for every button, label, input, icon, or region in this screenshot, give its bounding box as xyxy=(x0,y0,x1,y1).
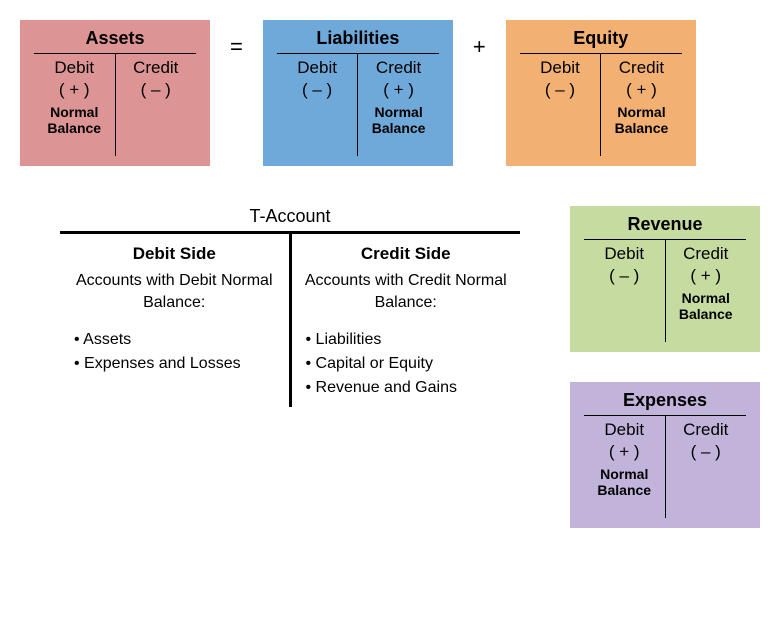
expenses-debit-label: Debit xyxy=(584,420,665,440)
plus-operator: + xyxy=(453,34,506,60)
revenue-credit-label: Credit xyxy=(666,244,747,264)
equals-operator: = xyxy=(210,34,263,60)
equity-debit-sign: ( – ) xyxy=(520,80,601,100)
expenses-debit-col: Debit ( + ) Normal Balance xyxy=(584,416,666,518)
list-item: • Expenses and Losses xyxy=(74,355,279,373)
assets-debit-col: Debit ( + ) Normal Balance xyxy=(34,54,116,156)
liabilities-box: Liabilities Debit ( – ) Credit ( + ) Nor… xyxy=(263,20,453,166)
list-item: • Revenue and Gains xyxy=(306,379,511,397)
expenses-credit-sign: ( – ) xyxy=(666,442,747,462)
expenses-credit-col: Credit ( – ) xyxy=(666,416,747,518)
liabilities-credit-sign: ( + ) xyxy=(358,80,439,100)
liabilities-title: Liabilities xyxy=(277,28,439,53)
assets-debit-sign: ( + ) xyxy=(34,80,115,100)
liabilities-credit-col: Credit ( + ) Normal Balance xyxy=(358,54,439,156)
expenses-normal-balance: Normal Balance xyxy=(584,466,665,498)
list-item: • Liabilities xyxy=(306,331,511,349)
revenue-expenses-stack: Revenue Debit ( – ) Credit ( + ) Normal … xyxy=(570,206,760,528)
revenue-normal-balance: Normal Balance xyxy=(666,290,747,322)
equity-debit-label: Debit xyxy=(520,58,601,78)
equity-title: Equity xyxy=(520,28,682,53)
t-credit-list: • Liabilities • Capital or Equity • Revenu… xyxy=(302,331,511,397)
revenue-credit-sign: ( + ) xyxy=(666,266,747,286)
assets-title: Assets xyxy=(34,28,196,53)
equity-debit-col: Debit ( – ) xyxy=(520,54,602,156)
revenue-title: Revenue xyxy=(584,214,746,239)
list-item: • Assets xyxy=(74,331,279,349)
equity-normal-balance: Normal Balance xyxy=(601,104,682,136)
revenue-credit-col: Credit ( + ) Normal Balance xyxy=(666,240,747,342)
assets-box: Assets Debit ( + ) Normal Balance Credit… xyxy=(20,20,210,166)
list-item: • Capital or Equity xyxy=(306,355,511,373)
liabilities-debit-label: Debit xyxy=(277,58,358,78)
expenses-box: Expenses Debit ( + ) Normal Balance Cred… xyxy=(570,382,760,528)
t-account-credit-side: Credit Side Accounts with Credit Normal … xyxy=(292,234,521,407)
t-account-diagram: T-Account Debit Side Accounts with Debit… xyxy=(20,206,540,407)
revenue-debit-sign: ( – ) xyxy=(584,266,665,286)
assets-debit-label: Debit xyxy=(34,58,115,78)
t-account-title: T-Account xyxy=(60,206,520,231)
t-credit-desc: Accounts with Credit Normal Balance: xyxy=(302,270,511,313)
equity-box: Equity Debit ( – ) Credit ( + ) Normal B… xyxy=(506,20,696,166)
equity-credit-label: Credit xyxy=(601,58,682,78)
expenses-credit-label: Credit xyxy=(666,420,747,440)
liabilities-normal-balance: Normal Balance xyxy=(358,104,439,136)
expenses-title: Expenses xyxy=(584,390,746,415)
assets-credit-col: Credit ( – ) xyxy=(116,54,197,156)
revenue-debit-label: Debit xyxy=(584,244,665,264)
assets-normal-balance: Normal Balance xyxy=(34,104,115,136)
t-debit-list: • Assets • Expenses and Losses xyxy=(70,331,279,373)
t-account-debit-side: Debit Side Accounts with Debit Normal Ba… xyxy=(60,234,292,407)
equity-credit-col: Credit ( + ) Normal Balance xyxy=(601,54,682,156)
accounting-equation-row: Assets Debit ( + ) Normal Balance Credit… xyxy=(20,20,760,166)
revenue-debit-col: Debit ( – ) xyxy=(584,240,666,342)
liabilities-debit-col: Debit ( – ) xyxy=(277,54,359,156)
equity-credit-sign: ( + ) xyxy=(601,80,682,100)
expenses-debit-sign: ( + ) xyxy=(584,442,665,462)
liabilities-debit-sign: ( – ) xyxy=(277,80,358,100)
liabilities-credit-label: Credit xyxy=(358,58,439,78)
assets-credit-label: Credit xyxy=(116,58,197,78)
t-debit-desc: Accounts with Debit Normal Balance: xyxy=(70,270,279,313)
t-credit-head: Credit Side xyxy=(302,244,511,264)
revenue-box: Revenue Debit ( – ) Credit ( + ) Normal … xyxy=(570,206,760,352)
assets-credit-sign: ( – ) xyxy=(116,80,197,100)
t-debit-head: Debit Side xyxy=(70,244,279,264)
